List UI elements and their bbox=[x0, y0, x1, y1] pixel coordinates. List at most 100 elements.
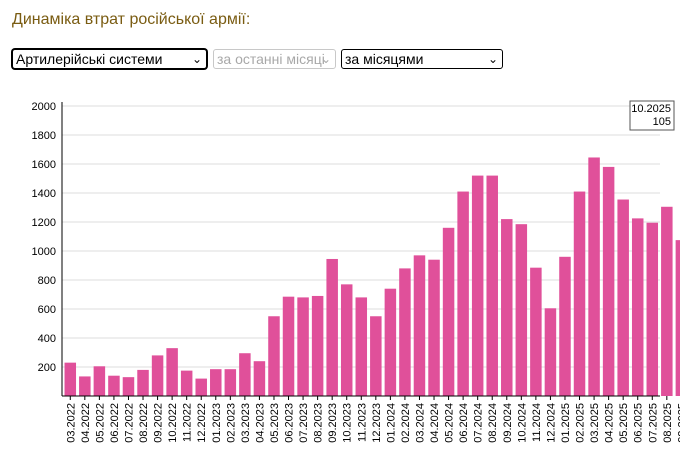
period-value: за останні місяці bbox=[217, 51, 325, 67]
x-tick-label: 11.2022 bbox=[182, 403, 194, 442]
x-tick-label: 11.2024 bbox=[531, 403, 543, 442]
chevron-down-icon: ⌄ bbox=[487, 52, 498, 66]
bar[interactable] bbox=[559, 256, 571, 396]
x-tick-label: 07.2023 bbox=[298, 403, 310, 443]
bar[interactable] bbox=[573, 191, 586, 396]
x-tick-label: 09.2024 bbox=[502, 403, 514, 443]
bar[interactable] bbox=[253, 361, 266, 396]
y-tick-label: 1600 bbox=[32, 159, 56, 171]
grouping-value: за місяцями bbox=[345, 51, 424, 67]
page-title: Динаміка втрат російської армії: bbox=[12, 11, 251, 28]
x-tick-label: 06.2023 bbox=[284, 403, 296, 443]
x-tick-label: 10.2022 bbox=[167, 403, 179, 443]
x-tick-label: 05.2025 bbox=[618, 403, 630, 443]
bar[interactable] bbox=[442, 227, 455, 396]
x-tick-label: 12.2022 bbox=[196, 403, 208, 443]
bar[interactable] bbox=[355, 297, 368, 396]
bar[interactable] bbox=[297, 297, 309, 396]
x-tick-label: 07.2024 bbox=[473, 403, 485, 443]
x-tick-label: 08.2022 bbox=[138, 403, 150, 443]
x-tick-label: 07.2022 bbox=[123, 403, 135, 443]
y-tick-label: 1400 bbox=[32, 188, 56, 200]
bar[interactable] bbox=[282, 296, 295, 396]
bar[interactable] bbox=[122, 377, 135, 396]
x-tick-label: 01.2023 bbox=[211, 403, 223, 443]
bar[interactable] bbox=[180, 370, 193, 396]
bar[interactable] bbox=[515, 224, 528, 396]
bar[interactable] bbox=[631, 218, 644, 396]
weapon-category-select[interactable]: Артилерійські системи ⌄ bbox=[12, 49, 207, 69]
x-tick-label: 12.2024 bbox=[545, 403, 557, 443]
bar[interactable] bbox=[544, 308, 557, 396]
bar[interactable] bbox=[311, 295, 324, 396]
x-tick-label: 11.2023 bbox=[356, 403, 368, 442]
bar[interactable] bbox=[195, 378, 207, 396]
x-tick-label: 09.2022 bbox=[153, 403, 165, 443]
chevron-down-icon: ⌄ bbox=[191, 52, 202, 66]
x-tick-label: 03.2022 bbox=[65, 403, 77, 443]
x-tick-label: 06.2024 bbox=[458, 403, 470, 443]
x-tick-label: 09.2023 bbox=[327, 403, 339, 443]
grouping-select[interactable]: за місяцями ⌄ bbox=[341, 49, 503, 69]
chevron-down-icon: ⌄ bbox=[320, 52, 331, 66]
bar[interactable] bbox=[428, 259, 440, 396]
bar[interactable] bbox=[93, 366, 106, 396]
bar[interactable] bbox=[661, 206, 673, 396]
x-tick-label: 05.2023 bbox=[269, 403, 281, 443]
bar[interactable] bbox=[151, 355, 164, 396]
bar[interactable] bbox=[675, 240, 680, 396]
bar[interactable] bbox=[268, 316, 280, 396]
bar[interactable] bbox=[501, 219, 513, 396]
axes: 200 400 600 800 1000 1200 1400 1600 1800 2000 03.2… bbox=[32, 101, 680, 443]
x-tick-label: 09.2025 bbox=[676, 403, 680, 443]
x-tick-label: 03.2025 bbox=[589, 403, 601, 443]
bar[interactable] bbox=[384, 288, 397, 396]
bar[interactable] bbox=[166, 348, 178, 396]
x-tick-label: 04.2025 bbox=[604, 403, 616, 443]
bar[interactable] bbox=[399, 268, 411, 396]
x-tick-label: 02.2023 bbox=[225, 403, 237, 443]
x-tick-label: 07.2025 bbox=[647, 403, 659, 443]
bar[interactable] bbox=[64, 362, 77, 396]
x-tick-label: 08.2025 bbox=[662, 403, 674, 443]
bar[interactable] bbox=[340, 284, 353, 396]
y-tick-label: 1800 bbox=[32, 130, 56, 142]
bar[interactable] bbox=[79, 376, 91, 396]
bar[interactable] bbox=[602, 166, 615, 396]
bar[interactable] bbox=[326, 258, 338, 396]
x-tick-label: 10.2024 bbox=[516, 403, 528, 443]
x-tick-label: 06.2025 bbox=[633, 403, 645, 443]
period-select[interactable]: за останні місяці ⌄ bbox=[213, 49, 336, 69]
bar[interactable] bbox=[239, 353, 251, 396]
bar[interactable] bbox=[530, 267, 542, 396]
x-tick-label: 03.2024 bbox=[414, 403, 426, 443]
bar[interactable] bbox=[108, 375, 120, 396]
y-tick-label: 1200 bbox=[32, 217, 56, 229]
x-tick-label: 04.2024 bbox=[429, 403, 441, 443]
tooltip-box bbox=[629, 100, 675, 131]
x-tick-label: 06.2022 bbox=[109, 403, 121, 443]
y-tick-label: 200 bbox=[38, 362, 56, 374]
y-tick-label: 1000 bbox=[32, 246, 56, 258]
x-tick-label: 08.2023 bbox=[313, 403, 325, 443]
bar[interactable] bbox=[486, 175, 498, 396]
bar[interactable] bbox=[413, 255, 426, 396]
bar[interactable] bbox=[617, 199, 629, 396]
tooltip-value: 105 bbox=[653, 116, 671, 128]
bar[interactable] bbox=[471, 175, 484, 396]
y-tick-label: 400 bbox=[38, 333, 56, 345]
bar[interactable] bbox=[210, 369, 222, 396]
bar[interactable] bbox=[224, 369, 237, 396]
bar[interactable] bbox=[457, 191, 469, 396]
x-tick-label: 05.2022 bbox=[94, 403, 106, 443]
bars bbox=[64, 157, 680, 396]
bar[interactable] bbox=[646, 222, 659, 396]
x-tick-label: 10.2023 bbox=[342, 403, 354, 443]
x-tick-label: 04.2023 bbox=[254, 403, 266, 443]
bar[interactable] bbox=[588, 157, 600, 396]
bar[interactable] bbox=[137, 369, 149, 396]
bar[interactable] bbox=[370, 316, 382, 396]
x-tick-label: 01.2024 bbox=[385, 403, 397, 443]
